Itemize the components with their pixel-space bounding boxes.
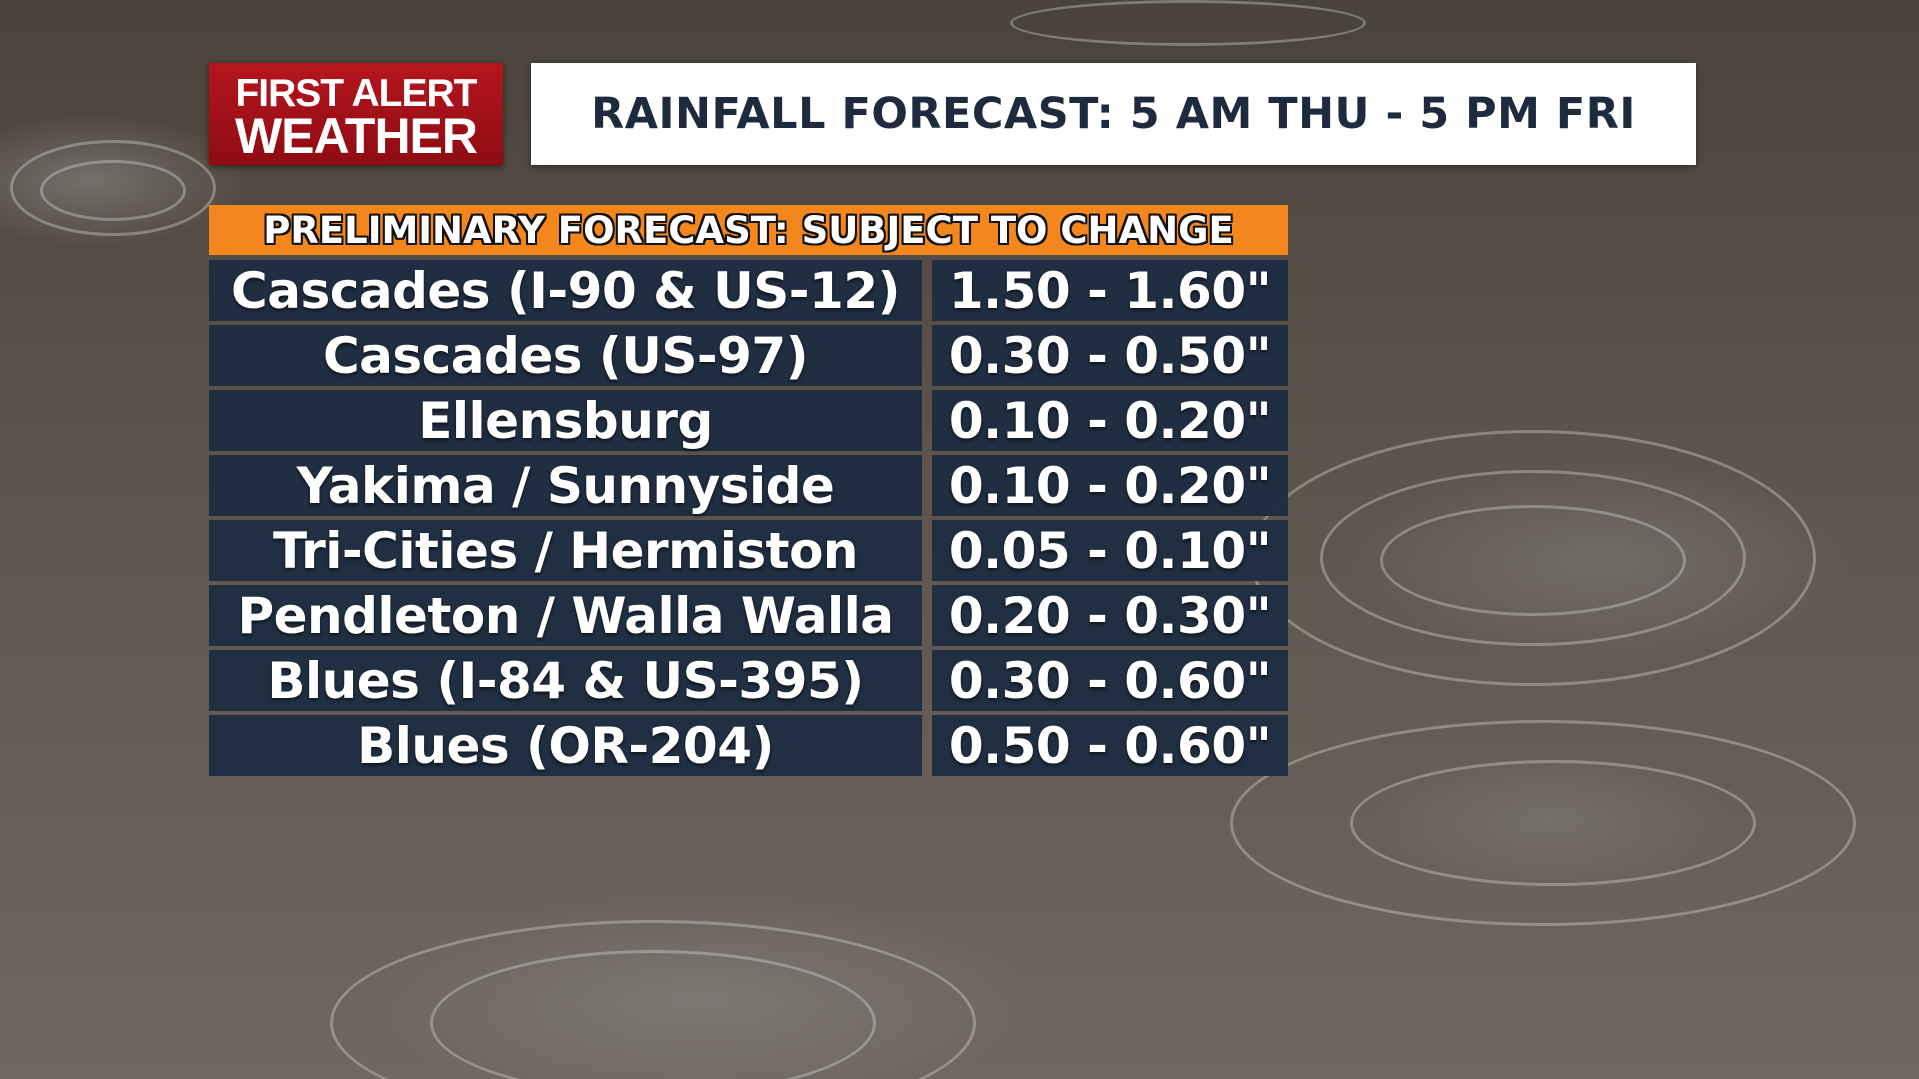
table-row: Pendleton / Walla Walla 0.20 - 0.30": [209, 585, 1288, 646]
location-cell: Tri-Cities / Hermiston: [209, 520, 922, 581]
ripple: [40, 160, 186, 221]
table-row: Cascades (US-97) 0.30 - 0.50": [209, 325, 1288, 386]
amount-cell: 1.50 - 1.60": [932, 260, 1288, 321]
title-box: RAINFALL FORECAST: 5 AM THU - 5 PM FRI: [531, 63, 1696, 165]
table-row: Ellensburg 0.10 - 0.20": [209, 390, 1288, 451]
ripple: [1010, 0, 1366, 46]
page-title: RAINFALL FORECAST: 5 AM THU - 5 PM FRI: [591, 89, 1636, 139]
logo-line-2: WEATHER: [234, 108, 478, 164]
table-row: Tri-Cities / Hermiston 0.05 - 0.10": [209, 520, 1288, 581]
table-row: Blues (I-84 & US-395) 0.30 - 0.60": [209, 650, 1288, 711]
logo-line-1: FIRST ALERT: [235, 72, 477, 115]
ripple: [1230, 720, 1856, 926]
amount-cell: 0.10 - 0.20": [932, 390, 1288, 451]
amount-cell: 0.20 - 0.30": [932, 585, 1288, 646]
rainfall-table: Cascades (I-90 & US-12) 1.50 - 1.60" Cas…: [209, 260, 1288, 780]
ripple: [1380, 505, 1686, 616]
banner-text: PRELIMINARY FORECAST: SUBJECT TO CHANGE: [263, 208, 1234, 252]
location-cell: Blues (OR-204): [209, 715, 922, 776]
table-row: Blues (OR-204) 0.50 - 0.60": [209, 715, 1288, 776]
location-cell: Yakima / Sunnyside: [209, 455, 922, 516]
amount-cell: 0.05 - 0.10": [932, 520, 1288, 581]
first-alert-weather-logo: FIRST ALERT WEATHER: [209, 63, 503, 165]
amount-cell: 0.30 - 0.60": [932, 650, 1288, 711]
location-cell: Blues (I-84 & US-395): [209, 650, 922, 711]
ripple: [430, 950, 876, 1079]
ripple: [1320, 470, 1746, 646]
table-row: Yakima / Sunnyside 0.10 - 0.20": [209, 455, 1288, 516]
preliminary-banner: PRELIMINARY FORECAST: SUBJECT TO CHANGE: [209, 205, 1288, 255]
amount-cell: 0.50 - 0.60": [932, 715, 1288, 776]
amount-cell: 0.10 - 0.20": [932, 455, 1288, 516]
ripple: [1350, 760, 1756, 886]
ripple: [10, 140, 216, 236]
location-cell: Cascades (I-90 & US-12): [209, 260, 922, 321]
location-cell: Cascades (US-97): [209, 325, 922, 386]
location-cell: Pendleton / Walla Walla: [209, 585, 922, 646]
location-cell: Ellensburg: [209, 390, 922, 451]
amount-cell: 0.30 - 0.50": [932, 325, 1288, 386]
table-row: Cascades (I-90 & US-12) 1.50 - 1.60": [209, 260, 1288, 321]
